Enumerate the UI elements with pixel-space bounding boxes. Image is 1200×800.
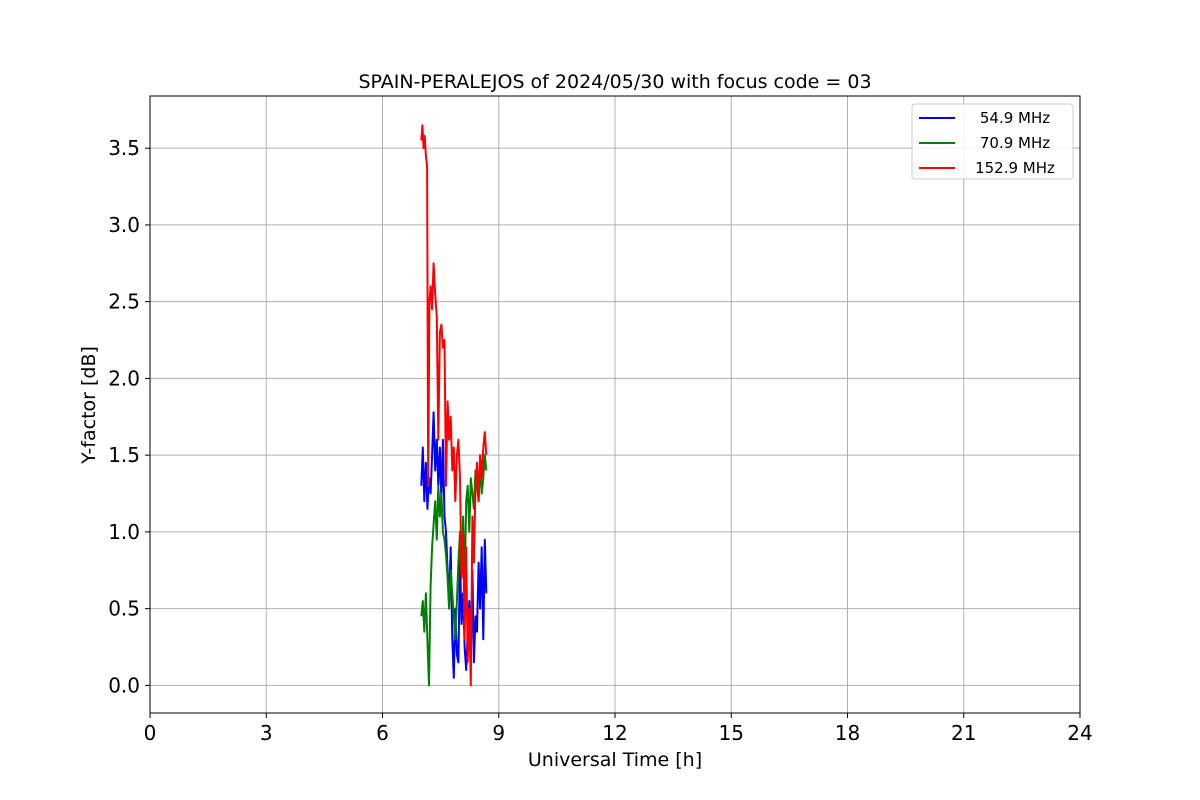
x-ticks: 0 3 6 9 12 15 18 21 24 [144, 713, 1093, 745]
series-line-0 [420, 411, 488, 679]
legend-label-1: 70.9 MHz [980, 134, 1050, 152]
legend-label-0: 54.9 MHz [980, 109, 1050, 127]
x-tick-label: 0 [144, 721, 157, 745]
chart-title: SPAIN-PERALEJOS of 2024/05/30 with focus… [358, 71, 871, 93]
y-tick-label: 0.5 [108, 597, 140, 621]
x-tick-label: 6 [376, 721, 389, 745]
x-tick-label: 9 [492, 721, 505, 745]
y-tick-label: 2.5 [108, 290, 140, 314]
y-tick-label: 3.5 [108, 136, 140, 160]
y-ticks: 0.0 0.5 1.0 1.5 2.0 2.5 3.0 3.5 [108, 136, 150, 697]
y-tick-label: 0.0 [108, 673, 140, 697]
y-tick-label: 3.0 [108, 213, 140, 237]
x-tick-label: 15 [719, 721, 744, 745]
x-axis-label: Universal Time [h] [528, 749, 702, 771]
series-line-2 [420, 124, 488, 687]
x-tick-label: 12 [602, 721, 627, 745]
legend: 54.9 MHz 70.9 MHz 152.9 MHz [911, 103, 1074, 180]
x-tick-label: 21 [951, 721, 976, 745]
y-tick-label: 1.0 [108, 520, 140, 544]
x-tick-label: 3 [260, 721, 273, 745]
grid [149, 96, 1081, 713]
y-tick-label: 2.0 [108, 366, 140, 390]
legend-label-2: 152.9 MHz [975, 159, 1055, 177]
series-layer [420, 124, 488, 687]
y-axis-label: Y-factor [dB] [78, 346, 100, 465]
x-tick-label: 18 [835, 721, 860, 745]
x-tick-label: 24 [1067, 721, 1092, 745]
legend-box [911, 103, 1074, 180]
y-tick-label: 1.5 [108, 443, 140, 467]
